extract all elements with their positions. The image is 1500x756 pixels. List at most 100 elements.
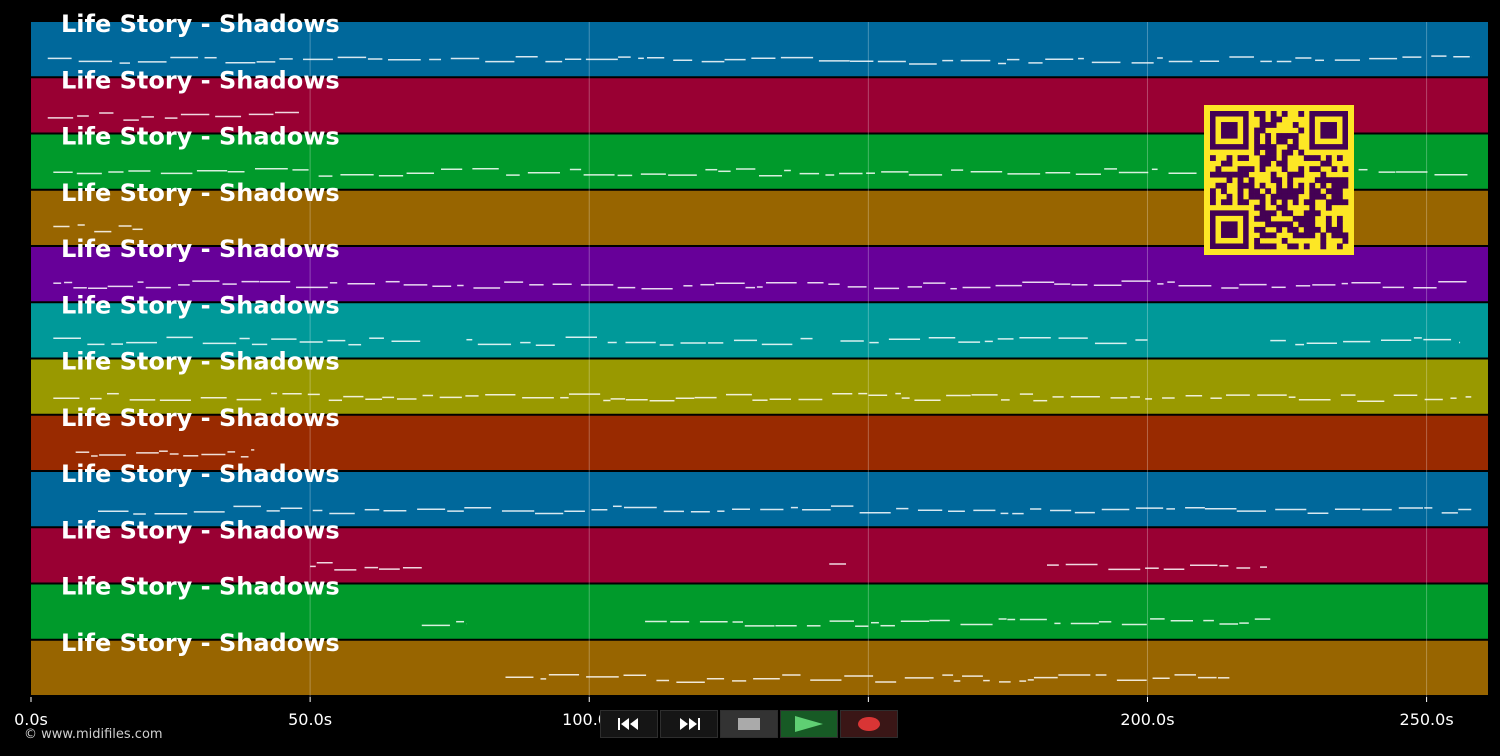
qr-module [1281, 199, 1288, 206]
qr-module [1309, 182, 1316, 189]
qr-module [1342, 237, 1349, 244]
qr-module [1221, 199, 1227, 206]
qr-module [1287, 226, 1294, 233]
qr-module [1270, 210, 1277, 217]
qr-module [1331, 232, 1338, 239]
qr-module [1259, 166, 1266, 173]
track-title: Life Story - Shadows [61, 179, 340, 207]
qr-module [1292, 226, 1299, 233]
qr-module [1265, 160, 1272, 167]
qr-module [1281, 188, 1288, 195]
qr-module [1281, 111, 1288, 117]
qr-module [1259, 199, 1266, 206]
qr-module [1292, 144, 1299, 150]
qr-module [1254, 204, 1260, 211]
qr-module [1215, 171, 1222, 178]
qr-module [1270, 221, 1277, 228]
fast-forward-icon [680, 718, 700, 730]
qr-module [1237, 177, 1244, 184]
qr-module [1303, 221, 1310, 228]
track-title: Life Story - Shadows [61, 10, 340, 38]
record-button[interactable] [840, 710, 898, 738]
play-button[interactable] [780, 710, 838, 738]
qr-module [1331, 177, 1338, 184]
track-titles: Life Story - Shadows Life Story - Shadows… [61, 10, 340, 657]
track-lane [31, 22, 1488, 77]
qr-module [1210, 199, 1216, 206]
qr-module [1270, 199, 1277, 206]
track-title: Life Story - Shadows [61, 404, 340, 432]
qr-module [1265, 122, 1272, 128]
qr-module [1309, 166, 1316, 173]
qr-module [1287, 221, 1294, 228]
qr-module [1342, 166, 1349, 173]
qr-module [1259, 243, 1266, 250]
qr-finder-core [1320, 122, 1337, 139]
track-lane [31, 584, 1488, 639]
qr-module [1281, 149, 1288, 156]
qr-module [1303, 210, 1310, 217]
qr-module [1270, 232, 1277, 239]
rewind-button[interactable] [600, 710, 658, 738]
qr-module [1331, 182, 1338, 189]
qr-module [1210, 188, 1216, 195]
qr-module [1336, 193, 1343, 200]
qr-module [1270, 171, 1277, 178]
track-lane [31, 303, 1488, 358]
axis-tick-label: 250.0s [1400, 710, 1454, 729]
qr-module [1210, 155, 1216, 161]
qr-module [1259, 215, 1266, 222]
qr-module [1320, 237, 1327, 244]
qr-module [1309, 188, 1316, 195]
qr-module [1248, 188, 1255, 195]
qr-module [1232, 171, 1238, 178]
qr-module [1259, 226, 1266, 233]
qr-module [1254, 237, 1260, 244]
qr-module [1254, 226, 1260, 233]
qr-module [1287, 177, 1294, 184]
qr-module [1226, 199, 1233, 206]
qr-module [1259, 111, 1266, 117]
track-lane [31, 528, 1488, 583]
fast-forward-button[interactable] [660, 710, 718, 738]
qr-module [1309, 221, 1316, 228]
qr-module [1243, 199, 1249, 206]
qr-module [1303, 232, 1310, 239]
qr-module [1336, 155, 1343, 161]
qr-module [1259, 204, 1266, 211]
qr-module [1254, 111, 1260, 117]
qr-module [1259, 122, 1266, 128]
qr-module [1336, 221, 1343, 228]
qr-module [1314, 166, 1321, 173]
qr-module [1292, 133, 1299, 139]
stop-button[interactable] [720, 710, 778, 738]
qr-module [1292, 243, 1299, 250]
qr-module [1281, 237, 1288, 244]
qr-module [1237, 182, 1244, 189]
qr-module [1259, 232, 1266, 239]
track-title: Life Story - Shadows [61, 66, 340, 94]
qr-module [1259, 182, 1266, 189]
qr-module [1309, 193, 1316, 200]
qr-module [1270, 116, 1277, 123]
axis-tick-label: 50.0s [288, 710, 332, 729]
qr-module [1325, 155, 1332, 161]
qr-module [1276, 204, 1283, 211]
qr-module [1331, 199, 1338, 206]
qr-module [1270, 111, 1277, 117]
qr-module [1298, 166, 1305, 173]
qr-module [1309, 215, 1316, 222]
qr-module [1254, 149, 1260, 156]
track-title: Life Story - Shadows [61, 291, 340, 319]
qr-module [1265, 215, 1272, 222]
qr-module [1276, 193, 1283, 200]
qr-module [1287, 144, 1294, 150]
qr-module [1226, 193, 1233, 200]
qr-module [1342, 177, 1349, 184]
qr-module [1336, 177, 1343, 184]
qr-module [1270, 149, 1277, 156]
qr-module [1314, 210, 1321, 217]
qr-module [1314, 155, 1321, 161]
qr-module [1237, 155, 1244, 161]
qr-module [1270, 193, 1277, 200]
